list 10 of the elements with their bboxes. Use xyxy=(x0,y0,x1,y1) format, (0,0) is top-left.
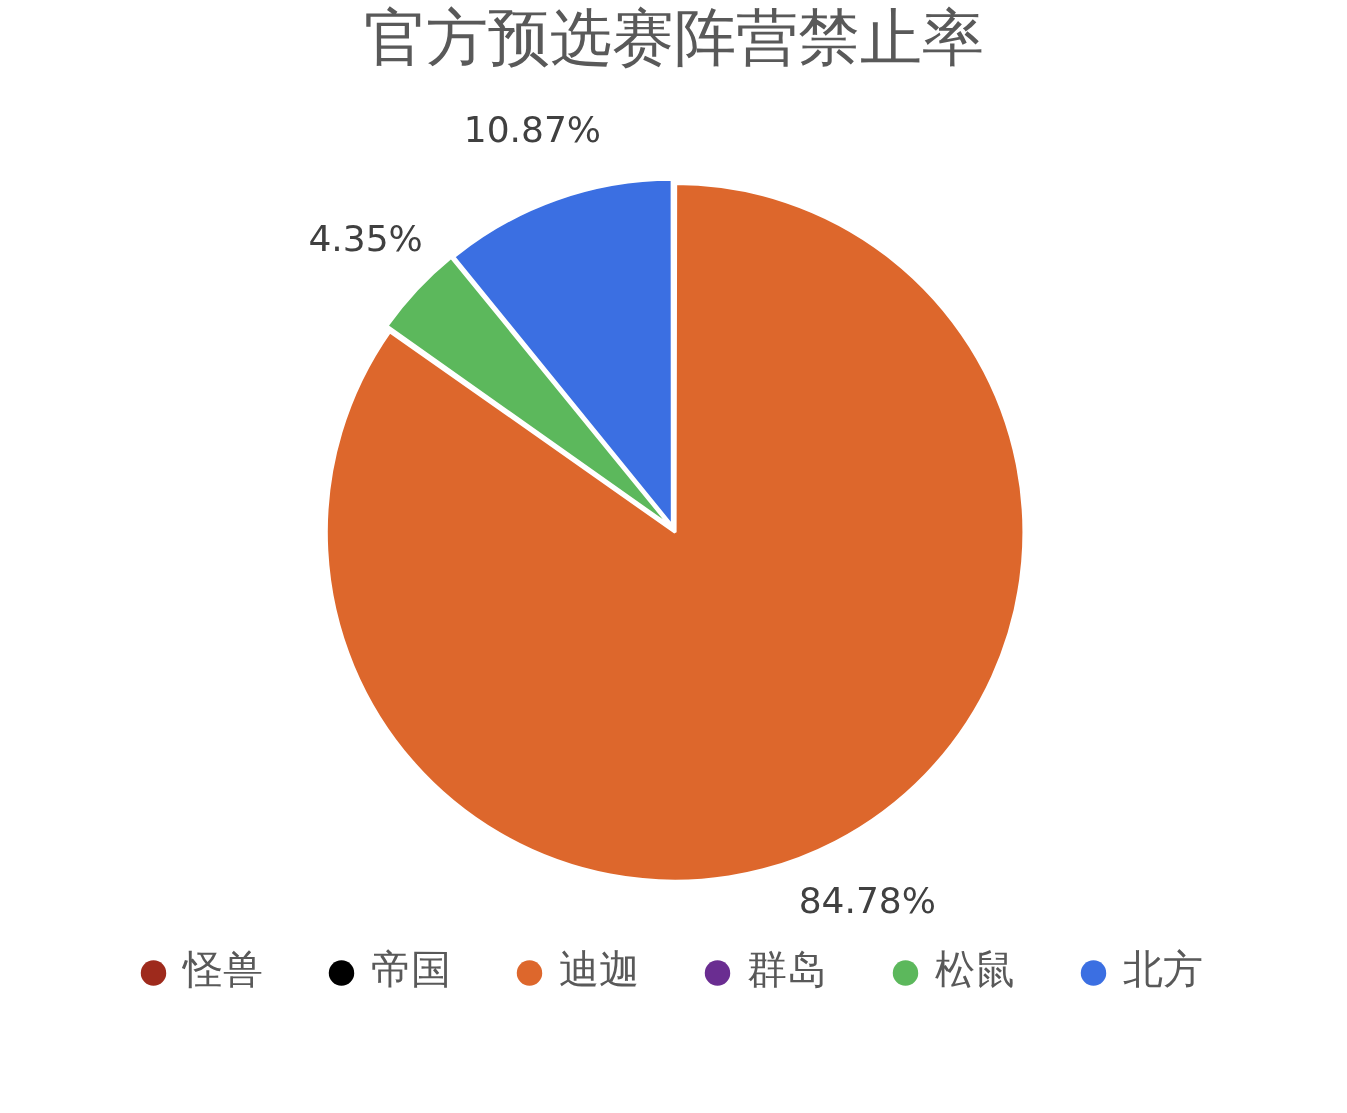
data-label: 4.35% xyxy=(308,218,423,260)
legend-label: 群岛 xyxy=(746,946,827,993)
legend-label: 怪兽 xyxy=(180,946,263,993)
legend-label: 松鼠 xyxy=(934,946,1015,993)
chart-title: 官方预选赛阵营禁止率 xyxy=(363,1,984,75)
data-label: 10.87% xyxy=(463,108,602,150)
legend-label: 帝国 xyxy=(370,946,451,993)
data-label: 84.78% xyxy=(798,879,936,921)
legend-label: 北方 xyxy=(1122,946,1203,993)
legend-label: 迪迦 xyxy=(558,946,639,993)
